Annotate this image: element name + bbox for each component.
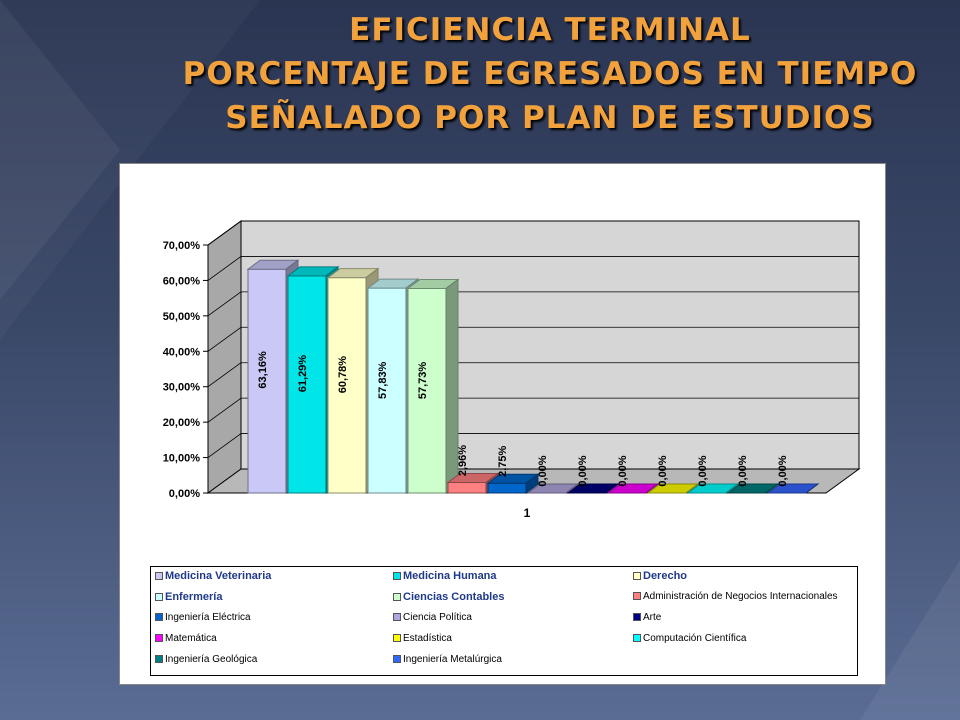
y-tick-label: 70,00% <box>163 240 201 252</box>
bar <box>327 277 367 494</box>
y-tick-label: 50,00% <box>163 311 201 323</box>
legend-label: Arte <box>643 612 662 623</box>
data-label: 2,96% <box>457 445 469 476</box>
gridline-side <box>207 326 242 352</box>
legend-swatch <box>393 655 401 664</box>
bar <box>487 482 527 494</box>
data-label: 0,00% <box>577 455 589 486</box>
legend-label: Computación Científica <box>643 633 747 644</box>
legend-item: Derecho <box>633 570 687 582</box>
legend-label: Derecho <box>643 570 688 582</box>
y-tick-label: 20,00% <box>163 417 201 429</box>
bar-side <box>605 483 619 494</box>
legend-swatch <box>393 613 401 622</box>
legend-item: Arte <box>633 612 661 623</box>
legend-swatch <box>393 593 401 602</box>
legend-label: Medicina Veterinaria <box>165 570 272 582</box>
legend-item: Ingeniería Geológica <box>155 654 257 665</box>
legend-label: Estadística <box>403 633 452 644</box>
data-label: 0,00% <box>737 455 749 486</box>
bar-side <box>725 483 739 494</box>
gridline-side <box>207 433 242 458</box>
data-label: 0,00% <box>777 455 789 486</box>
y-tick-label: 30,00% <box>163 382 201 394</box>
legend-item: Computación Científica <box>633 633 746 644</box>
legend-item: Medicina Humana <box>393 570 497 582</box>
legend-item: Ciencias Contables <box>393 591 504 603</box>
data-label: 63,16% <box>257 351 269 389</box>
bar-side <box>645 483 659 494</box>
legend-label: Enfermería <box>165 591 223 603</box>
chart-panel: 0,00% 10,00% 20,00% 30,00% 40,00% 50,00% 60,00… <box>119 163 886 685</box>
legend-label: Administración de Negocios Internacional… <box>643 591 838 602</box>
legend-swatch <box>633 572 641 581</box>
legend-item: Estadística <box>393 633 452 644</box>
legend-swatch <box>155 572 163 581</box>
data-label: 0,00% <box>697 455 709 486</box>
bar <box>247 268 287 494</box>
legend-label: Ingeniería Geológica <box>165 654 258 665</box>
chart-legend: Medicina Veterinaria Medicina Humana Derec… <box>150 566 858 676</box>
bar-side <box>685 483 699 494</box>
legend-item: Ingeniería Metalúrgica <box>393 654 502 665</box>
y-tick-label: 10,00% <box>163 453 201 465</box>
gridline-side <box>207 220 242 246</box>
legend-swatch <box>633 592 641 601</box>
legend-swatch <box>155 593 163 602</box>
legend-item: Matemática <box>155 633 217 644</box>
y-tick-label: 60,00% <box>163 275 201 287</box>
title-line-2: PORCENTAJE DE EGRESADOS EN TIEMPO <box>182 56 918 92</box>
data-label: 0,00% <box>537 455 549 486</box>
legend-swatch <box>393 572 401 581</box>
legend-label: Ciencia Política <box>403 612 472 623</box>
legend-swatch <box>155 613 163 622</box>
legend-item: Administración de Negocios Internacional… <box>633 591 838 602</box>
chart-side-wall <box>207 220 242 494</box>
data-label: 0,00% <box>657 455 669 486</box>
data-label: 0,00% <box>617 455 629 486</box>
bar-chart: 0,00%10,00%20,00%30,00%40,00%50,00%60,00… <box>163 220 861 520</box>
legend-label: Ingeniería Metalúrgica <box>403 654 502 665</box>
bar <box>407 287 447 494</box>
x-tick-label: 1 <box>524 506 531 520</box>
bar-side <box>565 483 579 494</box>
legend-label: Matemática <box>165 633 217 644</box>
gridline-side <box>207 362 242 388</box>
y-tick-label: 0,00% <box>169 488 200 500</box>
bar-side <box>525 473 539 494</box>
data-label: 57,73% <box>417 362 429 400</box>
data-label: 61,29% <box>297 355 309 393</box>
data-label: 60,78% <box>337 356 349 394</box>
legend-swatch <box>633 613 641 622</box>
legend-item: Ingeniería Eléctrica <box>155 612 251 623</box>
legend-label: Ciencias Contables <box>403 591 505 603</box>
gridline-side <box>207 256 242 281</box>
legend-swatch <box>155 634 163 643</box>
legend-label: Ingeniería Eléctrica <box>165 612 251 623</box>
data-label: 2,75% <box>497 445 509 476</box>
bar-side <box>765 483 779 494</box>
legend-label: Medicina Humana <box>403 570 497 582</box>
slide-title: EFICIENCIA TERMINAL PORCENTAJE DE EGRESA… <box>170 8 930 140</box>
bar-side <box>805 483 819 494</box>
legend-item: Medicina Veterinaria <box>155 570 271 582</box>
title-line-3: SEÑALADO POR PLAN DE ESTUDIOS <box>225 100 875 136</box>
legend-item: Ciencia Política <box>393 612 472 623</box>
data-label: 57,83% <box>377 361 389 399</box>
title-line-1: EFICIENCIA TERMINAL <box>349 12 751 48</box>
gridline-side <box>207 397 242 423</box>
y-tick-label: 40,00% <box>163 346 201 358</box>
legend-swatch <box>393 634 401 643</box>
legend-item: Enfermería <box>155 591 222 603</box>
legend-swatch <box>633 634 641 643</box>
legend-swatch <box>155 655 163 664</box>
bar <box>447 482 487 494</box>
gridline-side <box>207 291 242 317</box>
